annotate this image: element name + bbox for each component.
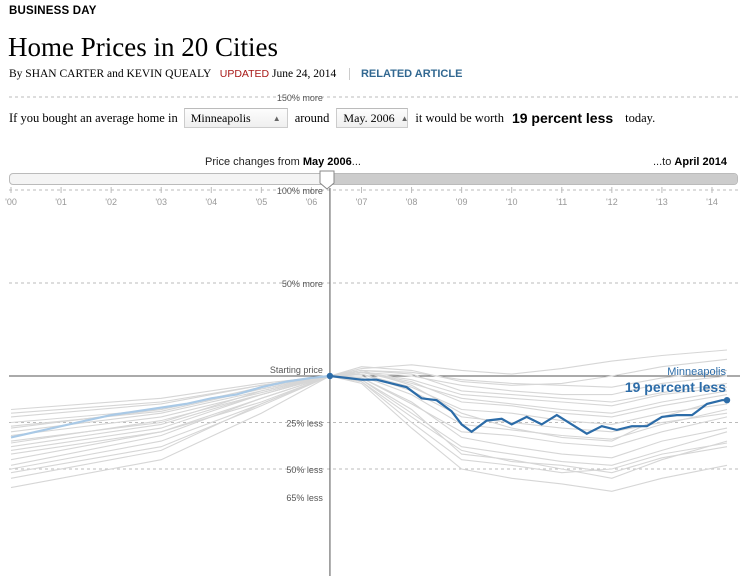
result-value: 19 percent less (511, 110, 614, 126)
x-tick-label: '08 (406, 197, 418, 207)
highlight-line (329, 374, 727, 435)
city-select-value: Minneapolis (190, 110, 251, 125)
slider-from-prefix: Price changes from (205, 156, 300, 168)
other-city-line (10, 375, 728, 466)
other-city-line (10, 369, 728, 411)
x-tick-label: '11 (556, 197, 567, 207)
section-kicker[interactable]: BUSINESS DAY (9, 5, 97, 17)
x-tick-label: '00 (5, 197, 17, 207)
slider-from-label: Price changes from May 2006... (205, 156, 361, 168)
x-tick-label: '09 (456, 197, 468, 207)
date-slider-track[interactable] (9, 173, 738, 185)
y-axis-label: 25% less (286, 419, 323, 429)
sentence-part-4: today. (625, 110, 656, 125)
y-axis-label: 65% less (286, 493, 323, 503)
y-axis-label: 100% more (277, 186, 323, 196)
dropdown-arrow-icon: ▲︎ (400, 113, 409, 123)
updated-label: UPDATED (219, 68, 270, 80)
page-title: Home Prices in 20 Cities (8, 32, 278, 62)
other-city-line (10, 375, 728, 474)
y-axis-label: 150% more (277, 93, 323, 103)
other-city-line (10, 371, 728, 437)
interactive-sentence: If you bought an average home in Minneap… (9, 108, 655, 128)
other-city-line (10, 375, 728, 470)
other-city-line (10, 349, 728, 429)
city-select[interactable]: Minneapolis ▲︎ (183, 108, 288, 128)
sentence-part-3: it would be worth (415, 110, 504, 125)
other-city-line (10, 373, 728, 448)
baseline-point (326, 372, 334, 380)
y-axis-label: Starting price (270, 365, 323, 375)
other-city-line (10, 373, 728, 433)
slider-selected-range (328, 174, 737, 184)
byline-authors: By SHAN CARTER and KEVIN QUEALY (9, 68, 211, 80)
x-tick-label: '07 (356, 197, 368, 207)
other-city-line (10, 375, 728, 489)
highlight-value-label: 19 percent less (625, 379, 726, 395)
sentence-part-1: If you bought an average home in (9, 110, 178, 125)
highlight-line-past (10, 374, 331, 439)
byline: By SHAN CARTER and KEVIN QUEALY UPDATED … (9, 68, 463, 81)
x-tick-label: '06 (306, 197, 318, 207)
x-tick-label: '13 (656, 197, 668, 207)
x-tick-label: '03 (155, 197, 167, 207)
dropdown-arrow-icon: ▲︎ (272, 113, 281, 123)
other-city-line (10, 375, 728, 461)
x-tick-label: '12 (606, 197, 618, 207)
x-tick-label: '05 (255, 197, 267, 207)
slider-to-date: April 2014 (674, 156, 727, 168)
x-tick-label: '04 (205, 197, 217, 207)
publish-date: June 24, 2014 (272, 68, 337, 80)
slider-to-prefix: ...to (653, 156, 672, 168)
other-city-line (10, 369, 728, 414)
month-select[interactable]: May. 2006 ▲︎ (336, 108, 409, 128)
byline-divider (349, 68, 351, 81)
x-tick-label: '02 (105, 197, 117, 207)
y-axis-label: 50% less (286, 465, 323, 475)
x-tick-label: '10 (506, 197, 518, 207)
month-select-value: May. 2006 (343, 110, 395, 125)
slider-from-date: May 2006 (302, 156, 352, 168)
related-article-link[interactable]: RELATED ARTICLE (360, 68, 463, 80)
x-tick-label: '14 (706, 197, 718, 207)
slider-handle[interactable] (319, 170, 335, 190)
y-axis-label: 50% more (282, 279, 323, 289)
highlight-city-label: Minneapolis (667, 366, 726, 378)
sentence-part-2: around (294, 110, 330, 125)
other-city-line (10, 375, 728, 474)
slider-to-label: ...to April 2014 (653, 156, 727, 168)
other-city-line (10, 375, 728, 492)
other-city-line (10, 375, 728, 444)
slider-from-suffix: ... (351, 156, 361, 168)
current-point (723, 396, 731, 404)
x-tick-label: '01 (55, 197, 67, 207)
